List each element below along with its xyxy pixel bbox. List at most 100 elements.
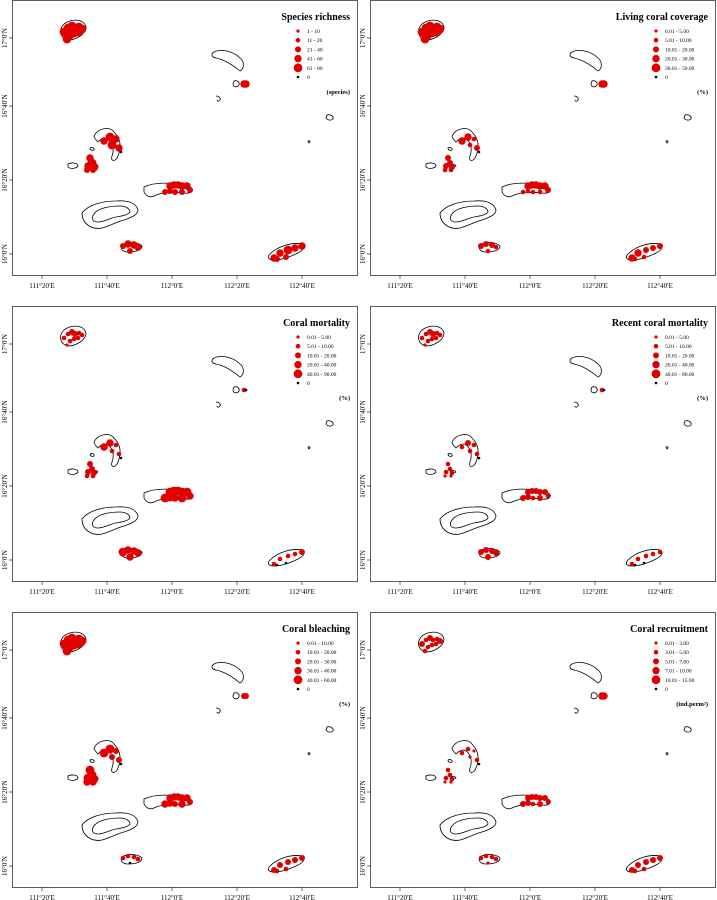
island-outline-west-small-2 <box>447 453 453 457</box>
site-marker <box>632 256 638 262</box>
island-outline-amphitrite-ring <box>451 434 479 467</box>
site-marker <box>89 778 97 786</box>
map-panel-coral-recruitment: Coral recruitment 0.01 - 3.00 3.01 - 5.00 5… <box>359 612 716 900</box>
legend-symbol-zero <box>296 687 300 691</box>
site-marker <box>545 187 551 193</box>
site-marker <box>419 335 425 341</box>
map-frame <box>370 306 716 582</box>
site-marker <box>478 243 484 249</box>
site-marker <box>299 549 305 555</box>
site-marker <box>629 561 635 567</box>
site-marker <box>167 188 173 194</box>
site-marker <box>84 473 90 479</box>
site-marker <box>542 489 548 495</box>
x-tick-label: 111°20′E <box>387 282 413 290</box>
site-marker <box>115 144 123 152</box>
legend-symbol <box>652 666 660 675</box>
site-marker <box>61 335 67 341</box>
island-outline-tiny-east <box>665 446 669 450</box>
site-marker <box>537 495 543 501</box>
x-tick-label: 112°40′E <box>647 894 673 900</box>
legend-label: 3.01 - 5.00 <box>665 650 689 656</box>
island-outline-west-small-1 <box>67 162 79 169</box>
legend-label: 1 - 10 <box>307 29 320 35</box>
site-marker <box>71 336 77 342</box>
legend-symbol <box>296 641 300 645</box>
legend-label: 0 <box>307 381 310 387</box>
site-marker <box>493 856 499 862</box>
legend-label: 20.01 - 30.00 <box>665 57 695 63</box>
site-marker <box>657 549 663 555</box>
site-marker <box>442 167 448 173</box>
island-outline-east-small <box>215 707 221 714</box>
legend-label: 0 <box>665 687 668 693</box>
legend-unit: (%) <box>339 395 350 402</box>
site-marker <box>79 332 85 338</box>
site-marker <box>126 553 134 561</box>
site-marker-zero <box>477 762 481 766</box>
legend-symbol <box>653 37 659 43</box>
site-marker <box>464 133 472 141</box>
site-marker <box>445 461 451 467</box>
site-marker <box>187 799 193 805</box>
site-marker <box>62 646 72 656</box>
x-tick-label: 112°40′E <box>647 282 673 290</box>
island-outline-tiny-east <box>307 446 311 450</box>
site-marker <box>545 799 551 805</box>
site-marker <box>483 241 489 247</box>
site-marker <box>641 866 647 872</box>
legend-label: 0 <box>307 687 310 693</box>
island-outline-far-east <box>683 420 692 427</box>
site-marker <box>100 137 108 145</box>
island-outline-north-east <box>211 356 244 378</box>
island-outline-west-small-2 <box>89 453 95 457</box>
site-marker <box>283 245 293 255</box>
x-tick-label: 112°20′E <box>582 588 608 596</box>
site-marker <box>650 245 656 251</box>
site-marker-zero <box>642 561 646 565</box>
site-marker <box>291 244 299 252</box>
island-outline-west-small-2 <box>447 759 453 763</box>
site-marker <box>520 189 526 195</box>
x-tick-label: 112°20′E <box>224 588 250 596</box>
site-marker <box>283 866 289 872</box>
site-marker <box>530 801 536 807</box>
island-outline-central-east <box>590 692 598 700</box>
map-panel-species-richness: Species richness 1 - 10 11 - 20 21 - 40 41 -… <box>1 0 358 290</box>
island-outline-far-east <box>683 114 692 121</box>
site-marker <box>124 546 132 554</box>
legend-symbol <box>295 658 301 665</box>
site-marker <box>292 551 298 557</box>
island-outline-amphitrite-ring <box>451 740 479 773</box>
x-tick-label: 112°40′E <box>647 588 673 596</box>
island-outline-far-east <box>325 726 334 733</box>
legend-unit: (%) <box>697 89 708 96</box>
island-outline-central-east <box>232 692 240 700</box>
legend-symbol <box>295 649 301 655</box>
legend-symbol <box>295 352 301 359</box>
site-marker <box>75 335 81 341</box>
x-tick-label: 111°20′E <box>29 282 55 290</box>
x-tick-label: 112°40′E <box>289 282 315 290</box>
legend-label: 20.01 - 30.00 <box>307 659 337 665</box>
site-marker <box>67 338 73 344</box>
site-marker <box>525 494 531 500</box>
x-tick-label: 111°20′E <box>387 588 413 596</box>
y-tick-label: 16°40′N <box>1 94 9 117</box>
y-tick-label: 16°20′N <box>359 474 367 497</box>
legend-unit: (%) <box>339 701 350 708</box>
y-tick-label: 16°0′N <box>359 856 367 876</box>
site-marker <box>277 862 283 868</box>
panel-title: Coral bleaching <box>282 624 350 635</box>
site-marker <box>478 549 484 555</box>
legend-label: 40.01 - 60.00 <box>307 678 337 684</box>
y-tick-label: 16°20′N <box>1 168 9 191</box>
site-marker <box>447 772 453 778</box>
legend-symbol <box>651 63 661 73</box>
island-outline-amphitrite-ring <box>93 740 121 773</box>
y-tick-label: 16°0′N <box>1 856 9 876</box>
legend-label: 5.01 - 10.00 <box>665 344 692 350</box>
island-outline-west-small-1 <box>67 468 79 475</box>
site-marker <box>493 244 499 250</box>
site-marker <box>84 167 90 173</box>
